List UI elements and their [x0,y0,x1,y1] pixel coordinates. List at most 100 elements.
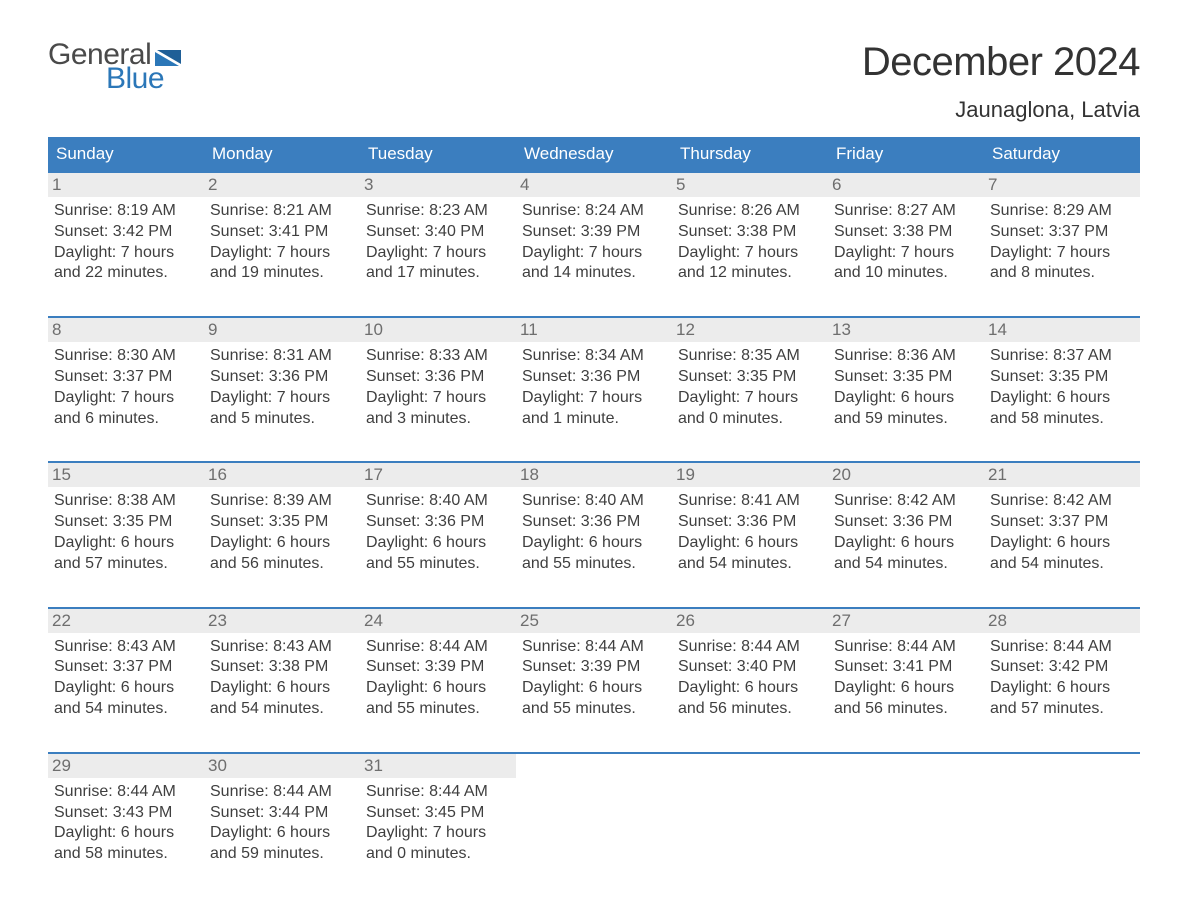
day-number: 19 [672,463,828,487]
day-number: 18 [516,463,672,487]
calendar-day: 16Sunrise: 8:39 AMSunset: 3:35 PMDayligh… [204,463,360,592]
day-number: 4 [516,173,672,197]
day-number: 6 [828,173,984,197]
day-details: Sunrise: 8:34 AMSunset: 3:36 PMDaylight:… [522,346,666,429]
logo: General Blue [48,40,183,94]
calendar-day: 9Sunrise: 8:31 AMSunset: 3:36 PMDaylight… [204,318,360,447]
day-number: 27 [828,609,984,633]
calendar-day [672,754,828,883]
weekday-label: Monday [204,137,360,171]
calendar-day: 20Sunrise: 8:42 AMSunset: 3:36 PMDayligh… [828,463,984,592]
calendar-day: 19 Sunrise: 8:41 AMSunset: 3:36 PMDayligh… [672,463,828,592]
calendar-day: 18Sunrise: 8:40 AMSunset: 3:36 PMDayligh… [516,463,672,592]
day-number: 25 [516,609,672,633]
calendar-week: 1 Sunrise: 8:19 AMSunset: 3:42 PMDaylight… [48,171,1140,302]
day-number: 10 [360,318,516,342]
day-number: 2 [204,173,360,197]
calendar-day: 11 Sunrise: 8:34 AMSunset: 3:36 PMDayligh… [516,318,672,447]
day-details: Sunrise: 8:37 AMSunset: 3:35 PMDaylight:… [990,346,1134,429]
calendar-day: 5 Sunrise: 8:26 AMSunset: 3:38 PMDaylight… [672,173,828,302]
day-details: Sunrise: 8:27 AMSunset: 3:38 PMDaylight:… [834,201,978,284]
day-number: 1 [48,173,204,197]
calendar-day: 28 Sunrise: 8:44 AMSunset: 3:42 PMDayligh… [984,609,1140,738]
calendar-week: 22 Sunrise: 8:43 AMSunset: 3:37 PMDayligh… [48,607,1140,738]
calendar-day: 12 Sunrise: 8:35 AMSunset: 3:35 PMDayligh… [672,318,828,447]
day-details: Sunrise: 8:43 AMSunset: 3:38 PMDaylight:… [210,637,354,720]
day-number: 17 [360,463,516,487]
day-number: 31 [360,754,516,778]
day-number: 30 [204,754,360,778]
calendar-day: 23 Sunrise: 8:43 AMSunset: 3:38 PMDayligh… [204,609,360,738]
day-details: Sunrise: 8:40 AMSunset: 3:36 PMDaylight:… [366,491,510,574]
day-details: Sunrise: 8:19 AMSunset: 3:42 PMDaylight:… [54,201,198,284]
calendar-day: 25 Sunrise: 8:44 AMSunset: 3:39 PMDayligh… [516,609,672,738]
calendar-day: 22 Sunrise: 8:43 AMSunset: 3:37 PMDayligh… [48,609,204,738]
day-details: Sunrise: 8:30 AMSunset: 3:37 PMDaylight:… [54,346,198,429]
day-number: 23 [204,609,360,633]
calendar-day: 6 Sunrise: 8:27 AMSunset: 3:38 PMDaylight… [828,173,984,302]
calendar-day: 7Sunrise: 8:29 AMSunset: 3:37 PMDaylight… [984,173,1140,302]
weekday-label: Wednesday [516,137,672,171]
day-number: 5 [672,173,828,197]
day-details: Sunrise: 8:42 AMSunset: 3:37 PMDaylight:… [990,491,1134,574]
calendar-day: 2 Sunrise: 8:21 AMSunset: 3:41 PMDaylight… [204,173,360,302]
day-number: 9 [204,318,360,342]
weekday-header: SundayMondayTuesdayWednesdayThursdayFrid… [48,137,1140,171]
logo-word2: Blue [106,64,164,94]
calendar: SundayMondayTuesdayWednesdayThursdayFrid… [48,137,1140,883]
day-details: Sunrise: 8:35 AMSunset: 3:35 PMDaylight:… [678,346,822,429]
calendar-day: 24 Sunrise: 8:44 AMSunset: 3:39 PMDayligh… [360,609,516,738]
day-details: Sunrise: 8:24 AMSunset: 3:39 PMDaylight:… [522,201,666,284]
weekday-label: Saturday [984,137,1140,171]
header: General Blue December 2024 Jaunaglona, L… [48,40,1140,131]
day-details: Sunrise: 8:44 AMSunset: 3:45 PMDaylight:… [366,782,510,865]
day-number: 11 [516,318,672,342]
day-details: Sunrise: 8:44 AMSunset: 3:42 PMDaylight:… [990,637,1134,720]
calendar-day: 4 Sunrise: 8:24 AMSunset: 3:39 PMDaylight… [516,173,672,302]
day-details: Sunrise: 8:44 AMSunset: 3:39 PMDaylight:… [366,637,510,720]
calendar-day: 30 Sunrise: 8:44 AMSunset: 3:44 PMDayligh… [204,754,360,883]
calendar-week: 29Sunrise: 8:44 AMSunset: 3:43 PMDayligh… [48,752,1140,883]
calendar-day [984,754,1140,883]
calendar-day: 21 Sunrise: 8:42 AMSunset: 3:37 PMDayligh… [984,463,1140,592]
day-details: Sunrise: 8:44 AMSunset: 3:39 PMDaylight:… [522,637,666,720]
day-details: Sunrise: 8:23 AMSunset: 3:40 PMDaylight:… [366,201,510,284]
weekday-label: Tuesday [360,137,516,171]
day-number: 12 [672,318,828,342]
calendar-day: 29Sunrise: 8:44 AMSunset: 3:43 PMDayligh… [48,754,204,883]
day-number: 7 [984,173,1140,197]
day-details: Sunrise: 8:26 AMSunset: 3:38 PMDaylight:… [678,201,822,284]
day-details: Sunrise: 8:33 AMSunset: 3:36 PMDaylight:… [366,346,510,429]
calendar-week: 15Sunrise: 8:38 AMSunset: 3:35 PMDayligh… [48,461,1140,592]
day-number: 14 [984,318,1140,342]
calendar-day: 1 Sunrise: 8:19 AMSunset: 3:42 PMDaylight… [48,173,204,302]
day-number: 26 [672,609,828,633]
day-details: Sunrise: 8:43 AMSunset: 3:37 PMDaylight:… [54,637,198,720]
calendar-day: 13Sunrise: 8:36 AMSunset: 3:35 PMDayligh… [828,318,984,447]
day-details: Sunrise: 8:41 AMSunset: 3:36 PMDaylight:… [678,491,822,574]
month-title: December 2024 [862,40,1140,85]
flag-icon [155,48,183,68]
calendar-day: 10 Sunrise: 8:33 AMSunset: 3:36 PMDayligh… [360,318,516,447]
day-details: Sunrise: 8:39 AMSunset: 3:35 PMDaylight:… [210,491,354,574]
day-details: Sunrise: 8:44 AMSunset: 3:41 PMDaylight:… [834,637,978,720]
location: Jaunaglona, Latvia [862,97,1140,123]
day-details: Sunrise: 8:44 AMSunset: 3:44 PMDaylight:… [210,782,354,865]
day-number: 21 [984,463,1140,487]
day-details: Sunrise: 8:42 AMSunset: 3:36 PMDaylight:… [834,491,978,574]
calendar-week: 8 Sunrise: 8:30 AMSunset: 3:37 PMDaylight… [48,316,1140,447]
calendar-day: 8 Sunrise: 8:30 AMSunset: 3:37 PMDaylight… [48,318,204,447]
day-details: Sunrise: 8:44 AMSunset: 3:40 PMDaylight:… [678,637,822,720]
day-number: 22 [48,609,204,633]
day-number: 28 [984,609,1140,633]
day-number: 24 [360,609,516,633]
day-number: 15 [48,463,204,487]
weekday-label: Friday [828,137,984,171]
calendar-day: 31 Sunrise: 8:44 AMSunset: 3:45 PMDayligh… [360,754,516,883]
calendar-day: 26 Sunrise: 8:44 AMSunset: 3:40 PMDayligh… [672,609,828,738]
weekday-label: Thursday [672,137,828,171]
day-details: Sunrise: 8:36 AMSunset: 3:35 PMDaylight:… [834,346,978,429]
day-details: Sunrise: 8:21 AMSunset: 3:41 PMDaylight:… [210,201,354,284]
day-number: 29 [48,754,204,778]
day-number: 8 [48,318,204,342]
